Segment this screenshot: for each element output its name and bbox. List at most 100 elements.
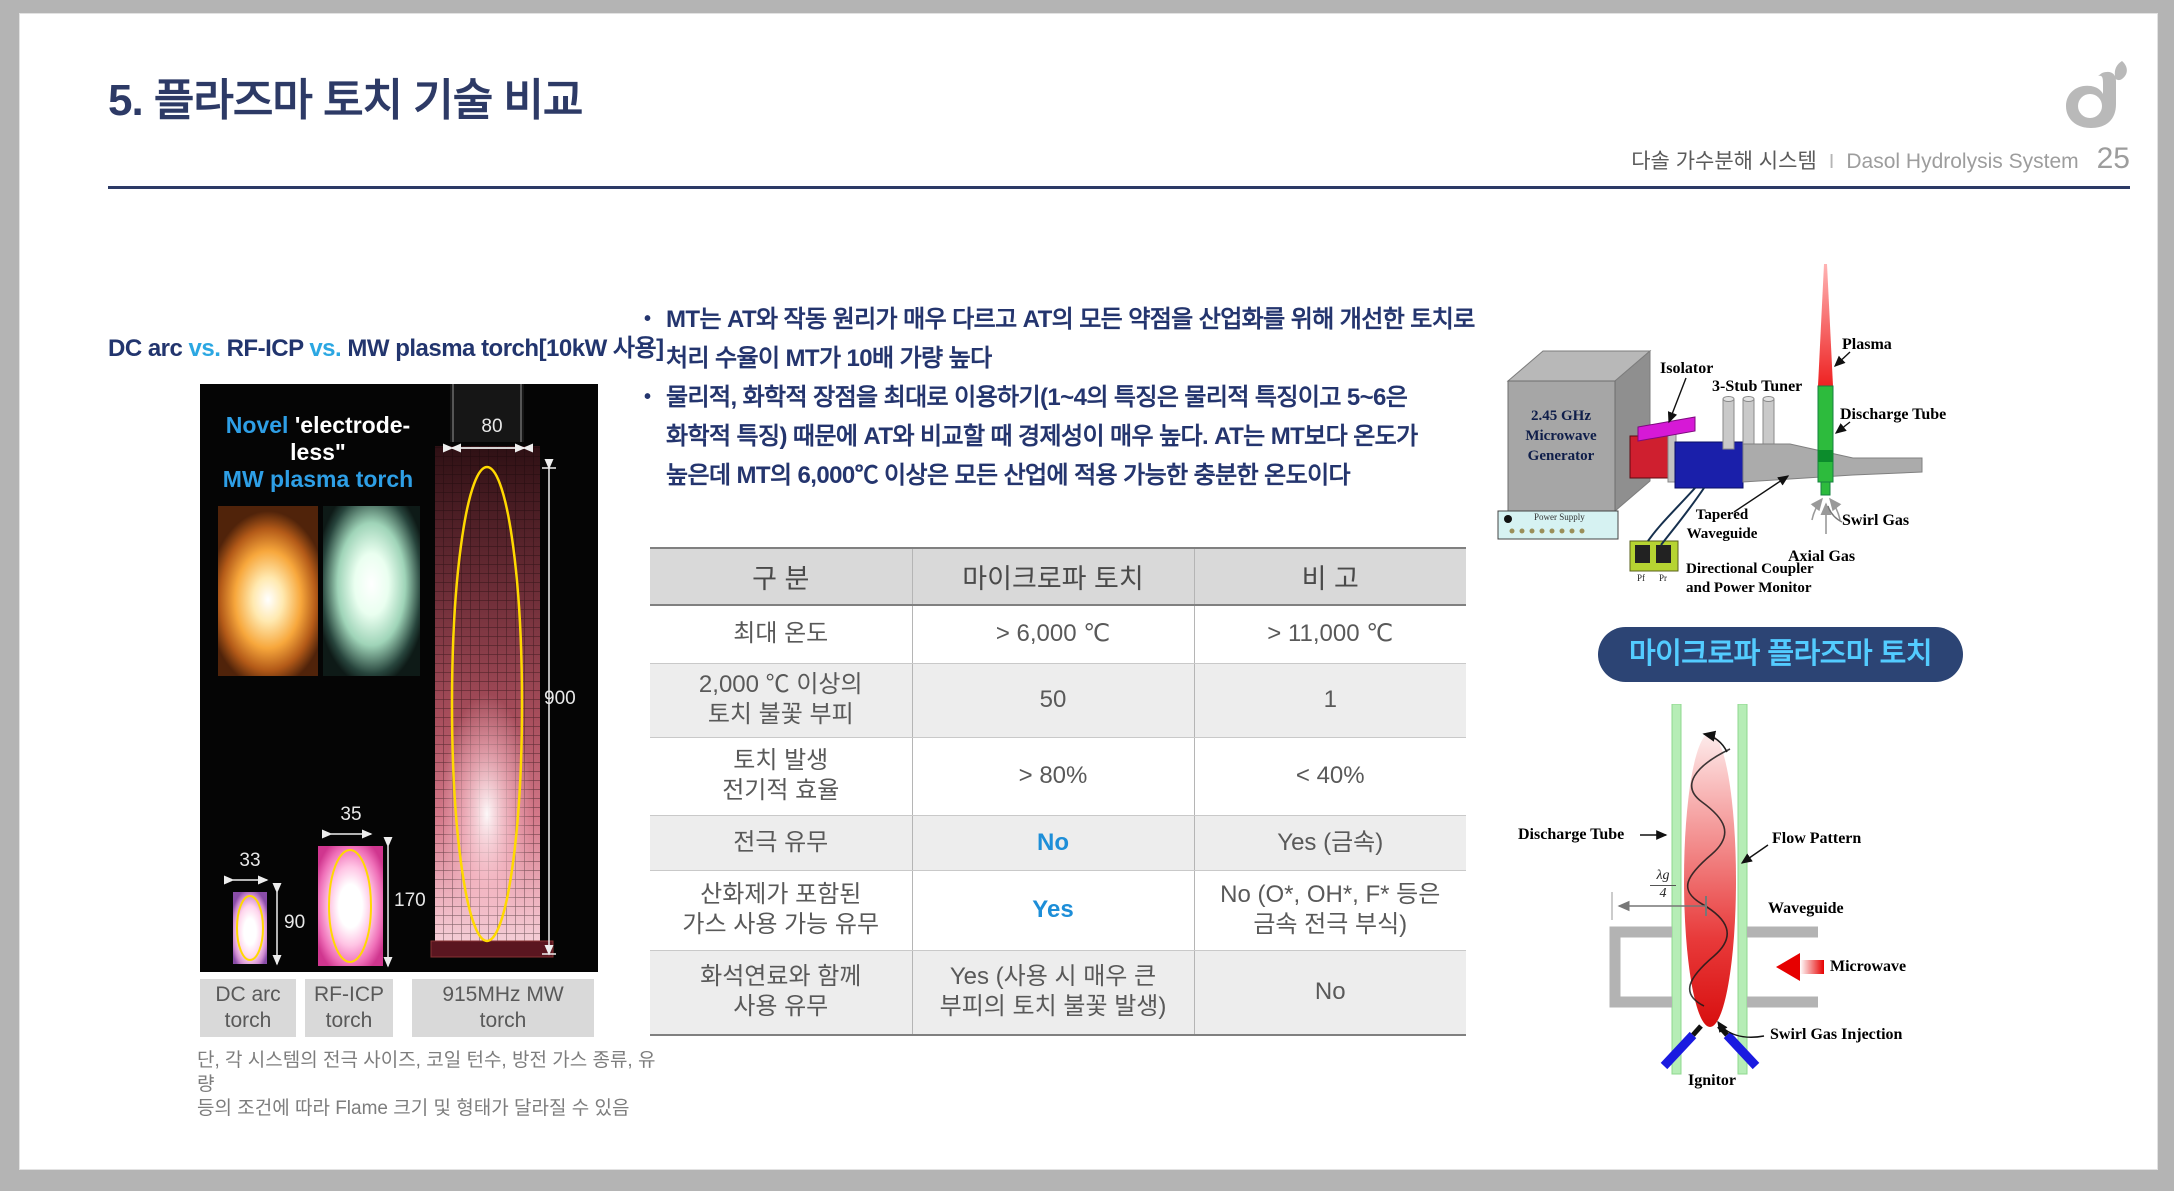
cell-note: < 40% xyxy=(1193,737,1466,816)
dim-mw-height: 900 xyxy=(544,688,576,709)
discharge-tube-right xyxy=(1737,704,1748,1075)
cell-microwave: > 80% xyxy=(911,737,1194,816)
power-supply-label: Power Supply xyxy=(1534,512,1585,522)
dim-rf-height: 170 xyxy=(394,890,426,911)
page-number: 25 xyxy=(2096,142,2130,175)
ignitor-label: Ignitor xyxy=(1688,1072,1736,1089)
rf-icp-flame xyxy=(318,846,383,966)
title-divider xyxy=(108,186,2130,189)
header-category: 구 분 xyxy=(650,547,912,606)
waveguide-label: Waveguide xyxy=(1768,900,1844,917)
cell-microwave: Yes (사용 시 매우 큰 부피의 토치 불꽃 발생) xyxy=(911,950,1194,1036)
bullet-item: MT는 AT와 작동 원리가 매우 다르고 AT의 모든 약점을 산업화를 위해… xyxy=(642,300,1476,378)
novel-torch-label: Novel 'electrode-less" MW plasma torch xyxy=(202,412,434,493)
flow-pattern-spiral xyxy=(1686,748,1731,1007)
cell-note: > 11,000 ℃ xyxy=(1193,605,1466,664)
novel-word: Novel xyxy=(225,412,289,438)
coupler-label: Directional Coupler and Power Monitor xyxy=(1686,561,1814,596)
mw-flame-outline xyxy=(450,465,524,943)
table-row: 화석연료와 함께 사용 유무 Yes (사용 시 매우 큰 부피의 토치 불꽃 … xyxy=(650,950,1466,1036)
torch-label-rf-icp: RF-ICP torch xyxy=(305,979,393,1037)
subtitle-english: Dasol Hydrolysis System xyxy=(1846,150,2079,173)
company-logo-icon xyxy=(2058,60,2138,128)
cell-category: 2,000 ℃ 이상의 토치 불꽃 부피 xyxy=(650,663,912,738)
table-row: 산화제가 포함된 가스 사용 가능 유무 Yes No (O*, OH*, F*… xyxy=(650,870,1466,951)
discharge-tube-label: Discharge Tube xyxy=(1840,406,1947,423)
mw-torch-schematic: Discharge Tube Flow Pattern Waveguide Mi… xyxy=(1490,704,1960,1116)
left-panel-heading: DC arc vs. RF-ICP vs. MW plasma torch[10… xyxy=(108,328,664,363)
swirl-gas-label: Swirl Gas xyxy=(1842,512,1910,529)
waveguide-shape xyxy=(1609,926,1818,1008)
cell-microwave: No xyxy=(911,815,1194,871)
swirl-gas-injection-label: Swirl Gas Injection xyxy=(1770,1026,1903,1043)
axial-gas-label: Axial Gas xyxy=(1788,548,1856,565)
bullet-item: 물리적, 화학적 장점을 최대로 이용하기(1~4의 특징은 물리적 특징이고 … xyxy=(642,378,1476,495)
cell-microwave: Yes xyxy=(911,870,1194,951)
dc-arc-photo xyxy=(218,506,318,676)
isolator-label: Isolator xyxy=(1660,360,1714,377)
subtitle-separator: Ⅰ xyxy=(1828,152,1835,173)
discharge-tube-shape xyxy=(1817,385,1834,483)
plasma-flame xyxy=(1684,733,1736,1027)
generator-front xyxy=(1507,380,1616,512)
cell-category: 최대 온도 xyxy=(650,605,912,664)
waveguide-section-blue xyxy=(1674,441,1744,489)
heading-vs1: vs. xyxy=(188,335,221,362)
cell-category: 산화제가 포함된 가스 사용 가능 유무 xyxy=(650,870,912,951)
breadcrumb: 다솔 가수분해 시스템 Ⅰ Dasol Hydrolysis System 25 xyxy=(1580,142,2130,176)
dim-rf-width: 35 xyxy=(340,804,362,825)
dim-mw-width: 80 xyxy=(481,416,503,437)
header-microwave-torch: 마이크로파 토치 xyxy=(911,547,1194,606)
cell-category: 전극 유무 xyxy=(650,815,912,871)
quarter-wavelength-label: λg 4 xyxy=(1650,868,1676,902)
heading-seg1: DC arc xyxy=(108,335,183,362)
glass-tube xyxy=(450,384,524,442)
bullet-list: MT는 AT와 작동 원리가 매우 다르고 AT의 모든 약점을 산업화를 위해… xyxy=(642,300,1476,495)
torch-schematic-graphics xyxy=(1609,704,1824,1075)
cell-note: 1 xyxy=(1193,663,1466,738)
ds-logo-icon xyxy=(2066,61,2127,128)
flow-pattern-label: Flow Pattern xyxy=(1772,830,1862,847)
cell-note: No (O*, OH*, F* 등은 금속 전극 부식) xyxy=(1193,870,1466,951)
cell-microwave: > 6,000 ℃ xyxy=(911,605,1194,664)
equipment-diagram-graphics xyxy=(1497,264,1923,572)
torch-label-dc-arc: DC arc torch xyxy=(200,979,296,1037)
power-supply-box xyxy=(1497,510,1619,540)
cell-category: 화석연료와 함께 사용 유무 xyxy=(650,950,912,1036)
figure-caption: 단, 각 시스템의 전극 사이즈, 코일 턴수, 방전 가스 종류, 유량 등의… xyxy=(197,1050,656,1119)
slide: 5. 플라즈마 토치 기술 비교 다솔 가수분해 시스템 Ⅰ Dasol Hydro… xyxy=(20,14,2157,1169)
torch-comparison-figure: Novel 'electrode-less" MW plasma torch 8… xyxy=(200,384,598,972)
electrodeless-word: 'electrode-less" xyxy=(290,412,411,465)
table-header-row: 구 분 마이크로파 토치 비 고 xyxy=(650,547,1466,606)
pr-label: Pr xyxy=(1659,573,1668,583)
pf-label: Pf xyxy=(1637,573,1646,583)
heading-seg2: RF-ICP xyxy=(226,335,304,362)
table-row: 2,000 ℃ 이상의 토치 불꽃 부피 50 1 xyxy=(650,663,1466,738)
heading-vs2: vs. xyxy=(309,335,342,362)
cell-note: Yes (금속) xyxy=(1193,815,1466,871)
heading-seg3: MW plasma torch[10kW 사용] xyxy=(347,335,664,362)
plasma-beam xyxy=(1818,264,1833,386)
lambda-denominator: 4 xyxy=(1659,886,1667,901)
torch-label-mw: 915MHz MW torch xyxy=(412,979,594,1037)
banner-text: 마이크로파 플라즈마 토치 xyxy=(1628,638,1933,670)
torch-base xyxy=(430,940,554,958)
stub-tuner-label: 3-Stub Tuner xyxy=(1712,378,1803,395)
dc-arc-flame xyxy=(233,892,267,964)
discharge-tube-label: Discharge Tube xyxy=(1518,826,1625,843)
tapered-waveguide-label: Tapered Waveguide xyxy=(1686,507,1758,542)
cell-microwave: 50 xyxy=(911,663,1194,738)
page-title: 5. 플라즈마 토치 기술 비교 xyxy=(108,76,583,125)
cell-category: 토치 발생 전기적 효율 xyxy=(650,737,912,816)
dim-dc-height: 90 xyxy=(284,912,306,933)
comparison-table: 구 분 마이크로파 토치 비 고 최대 온도 > 6,000 ℃ > 11,00… xyxy=(650,547,1466,1036)
generator-label: 2.45 GHz Microwave Generator xyxy=(1525,408,1597,464)
waveguide-section-red xyxy=(1629,435,1669,479)
cell-note: No xyxy=(1193,950,1466,1036)
mw-equipment-diagram: 2.45 GHz Microwave Generator Power Suppl… xyxy=(1490,254,2150,614)
stub-tuner-cylinders xyxy=(1722,396,1775,450)
table-row: 최대 온도 > 6,000 ℃ > 11,000 ℃ xyxy=(650,605,1466,664)
torch-figure-graphics xyxy=(224,384,556,968)
mw-plasma-torch-word: MW plasma torch xyxy=(222,466,414,492)
